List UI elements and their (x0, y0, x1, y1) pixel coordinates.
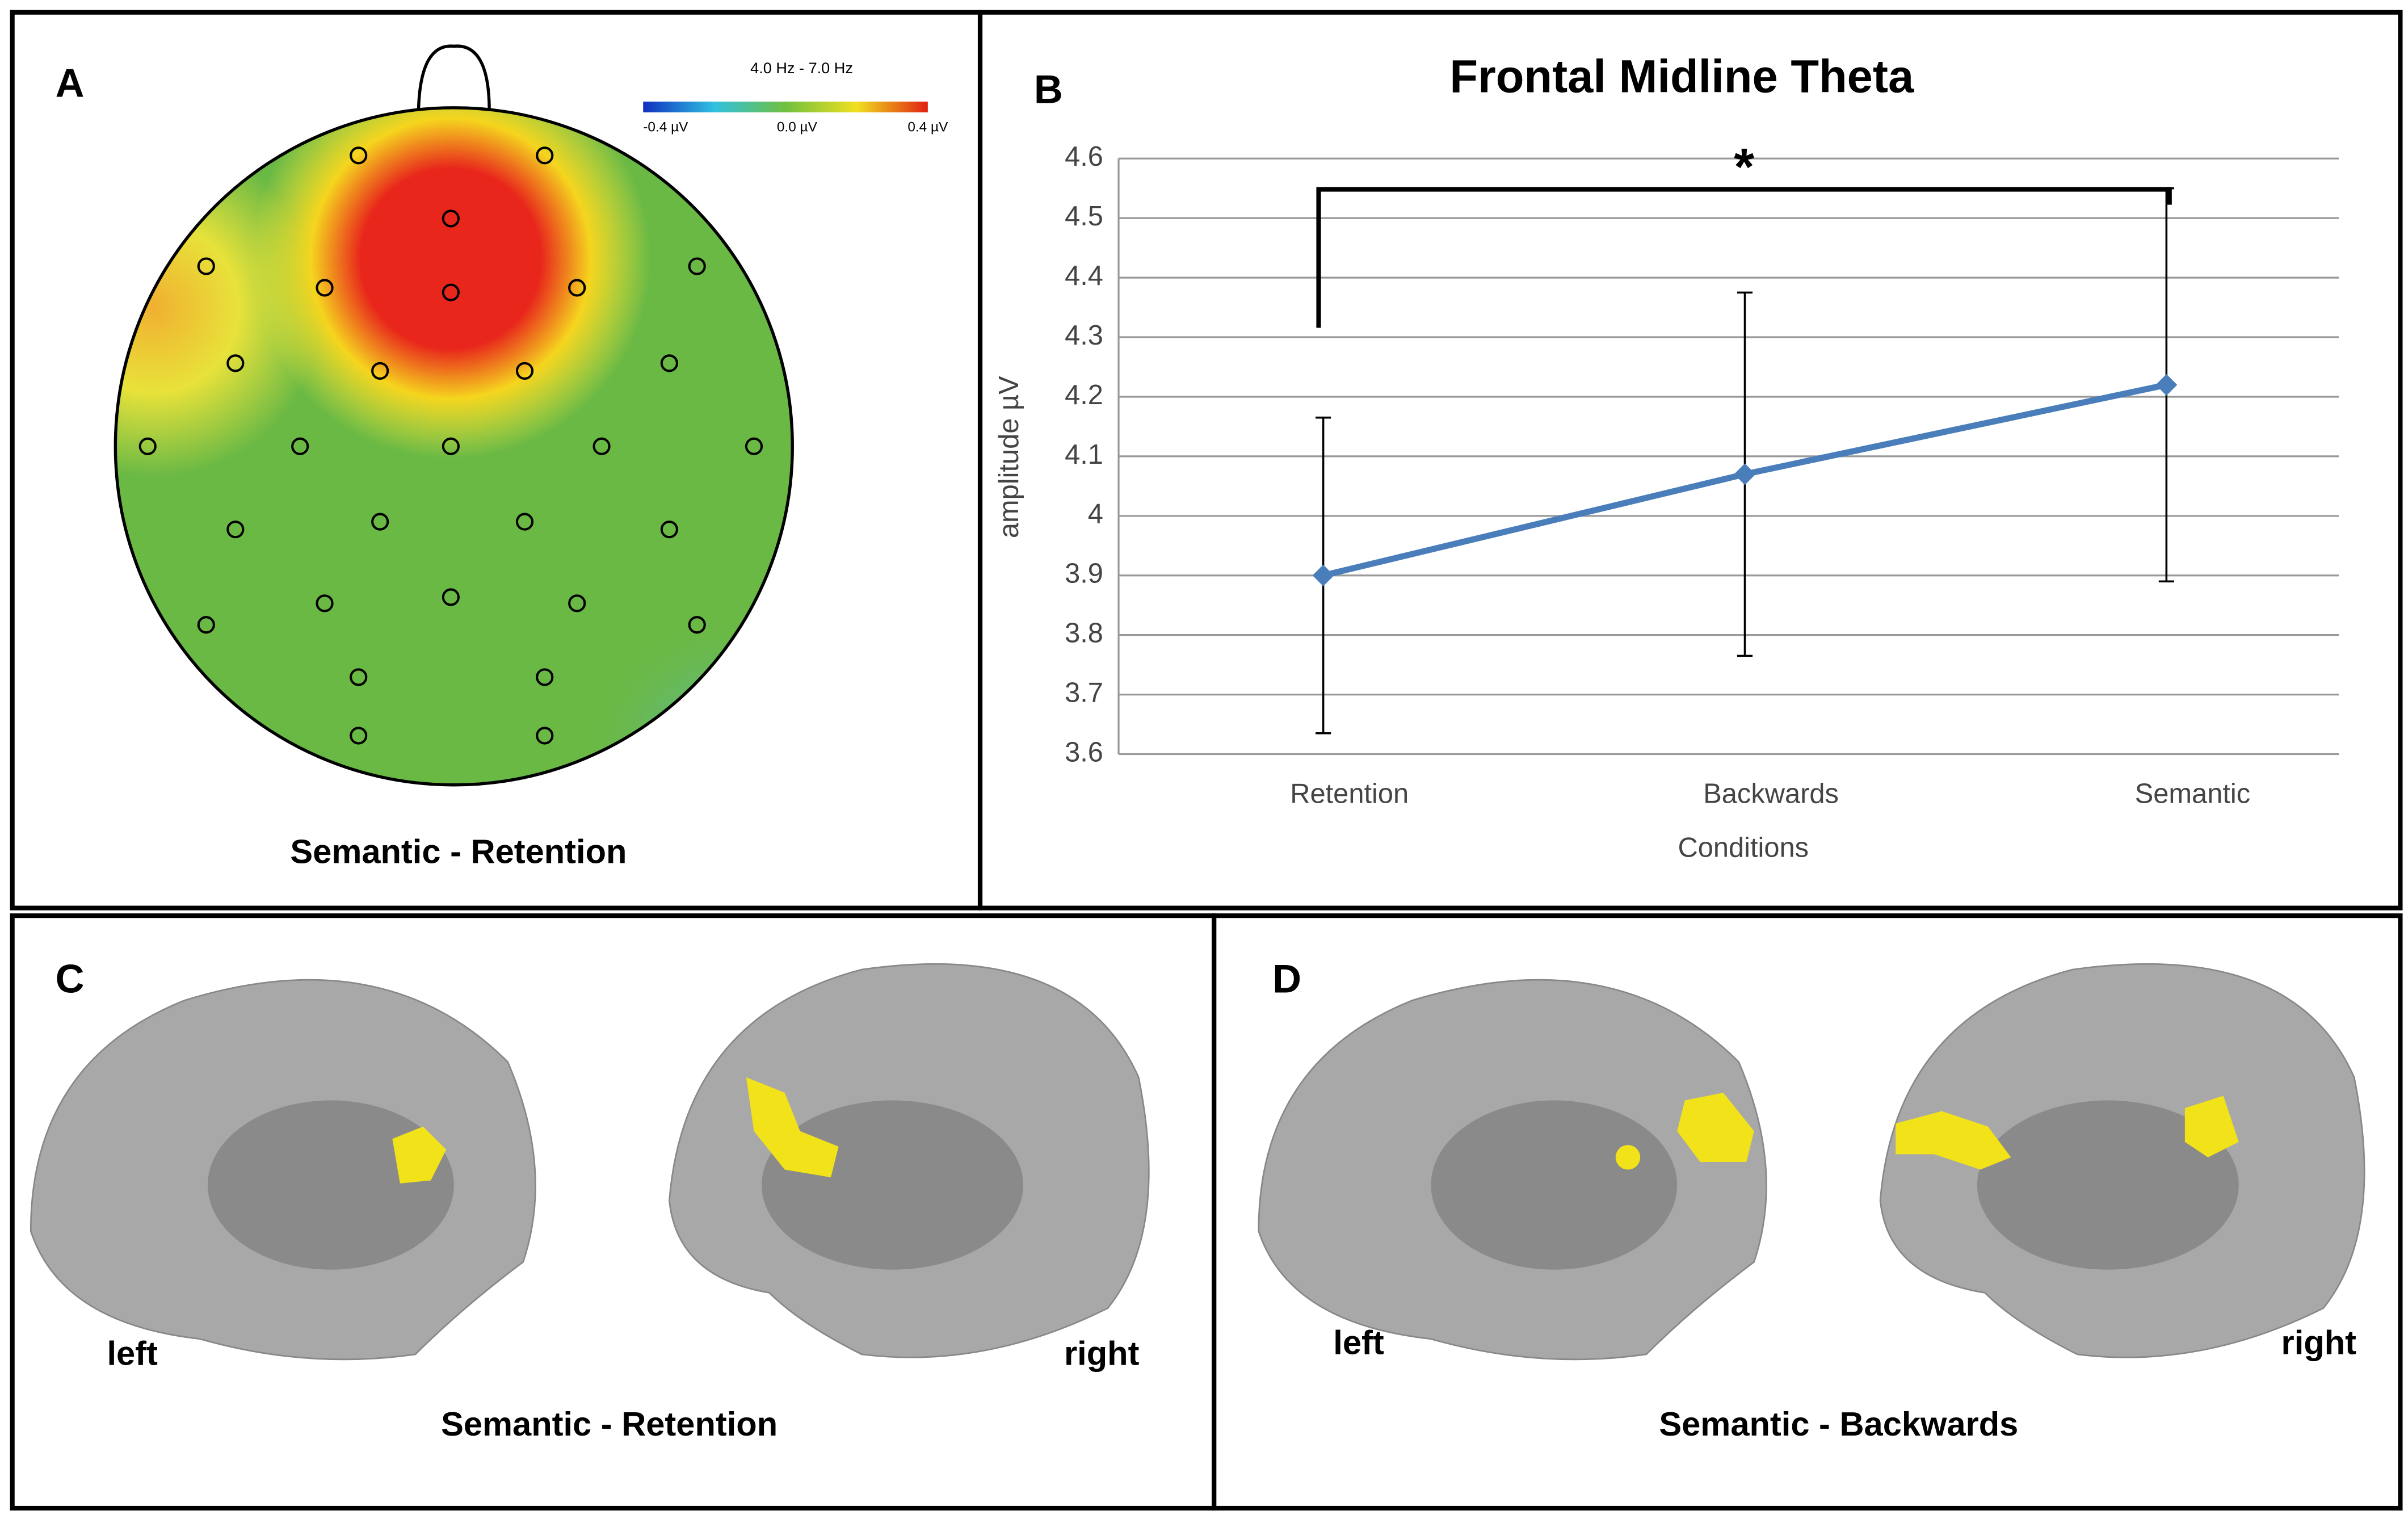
y-tick-label: 4 (1088, 499, 1103, 530)
caption: Semantic - Retention (290, 832, 627, 870)
annotation: * (1734, 137, 1754, 196)
electrode (197, 616, 215, 634)
electrode (197, 257, 215, 275)
panel-label: A (56, 60, 85, 105)
electrode (371, 362, 389, 380)
hemisphere-label: left (1333, 1323, 1384, 1361)
colorbar (643, 101, 928, 112)
electrode (316, 594, 334, 612)
y-tick-label: 4.4 (1065, 261, 1103, 291)
chart-title: Frontal Midline Theta (1449, 51, 1914, 102)
caption: Semantic - Retention (441, 1405, 778, 1443)
panel-label: D (1272, 956, 1301, 1001)
hemisphere-label: right (1064, 1334, 1140, 1372)
hemisphere-label: left (107, 1334, 158, 1372)
y-tick-label: 4.5 (1065, 201, 1103, 232)
electrode (688, 616, 706, 634)
brain-right (1879, 963, 2365, 1358)
y-tick-label: 3.9 (1065, 559, 1103, 589)
electrode (745, 437, 763, 455)
electrode (568, 279, 586, 297)
electrode (660, 354, 678, 372)
y-tick-label: 4.1 (1065, 439, 1103, 470)
y-tick-label: 4.6 (1065, 141, 1103, 172)
caption: Semantic - Backwards (1659, 1405, 2018, 1443)
marker (1312, 564, 1334, 586)
electrodes (138, 146, 763, 745)
scale-tick: 0.0 µV (777, 120, 818, 135)
electrode (442, 437, 460, 455)
panel-label: C (56, 956, 85, 1001)
panel-label: B (1034, 66, 1063, 111)
scale-tick: -0.4 µV (643, 120, 688, 135)
electrode (536, 146, 554, 165)
electrode (592, 437, 611, 455)
nose (417, 44, 491, 111)
electrode (226, 521, 245, 539)
electrode (226, 354, 245, 372)
panel-borders (10, 10, 2403, 1511)
y-axis-label: amplitude µV (994, 376, 1024, 538)
x-tick-label: Backwards (1703, 779, 1839, 809)
marker (1734, 463, 1756, 485)
scale-tick: 0.4 µV (907, 120, 948, 135)
electrode (350, 668, 368, 686)
head-outline (114, 106, 794, 787)
electrode (371, 513, 389, 531)
electrode (442, 209, 460, 228)
plot: 3.6 3.7 3.8 3.9 4 4.1 4.2 4.3 4.4 4.5 4.6 Retention… (1065, 137, 2339, 809)
y-tick-label: 4.2 (1065, 380, 1103, 410)
electrode (536, 668, 554, 686)
y-tick-label: 4.3 (1065, 320, 1103, 351)
electrode (291, 437, 309, 455)
significance-bracket (1316, 187, 2172, 328)
electrode (568, 594, 586, 612)
x-tick-label: Semantic (2135, 779, 2250, 809)
electrode (442, 283, 460, 301)
topomap (115, 107, 793, 785)
y-tick-label: 3.7 (1065, 677, 1103, 708)
electrode (660, 521, 678, 539)
y-tick-label: 3.8 (1065, 618, 1103, 649)
hemisphere-label: right (2281, 1323, 2357, 1361)
brain-right (669, 963, 1150, 1358)
x-tick-label: Retention (1290, 779, 1409, 809)
brain-left (1258, 979, 1767, 1361)
electrode (536, 727, 554, 745)
scale-title: 4.0 Hz - 7.0 Hz (750, 59, 853, 77)
electrode (515, 513, 534, 531)
marker (2155, 374, 2178, 396)
brain-left (30, 979, 536, 1361)
x-axis-label: Conditions (1678, 832, 1809, 863)
electrode (138, 437, 157, 455)
electrode (688, 257, 706, 275)
electrode (515, 362, 534, 380)
electrode (350, 727, 368, 745)
electrode (316, 279, 334, 297)
electrode (442, 588, 460, 606)
electrode (350, 146, 368, 165)
y-tick-label: 3.6 (1065, 737, 1103, 767)
